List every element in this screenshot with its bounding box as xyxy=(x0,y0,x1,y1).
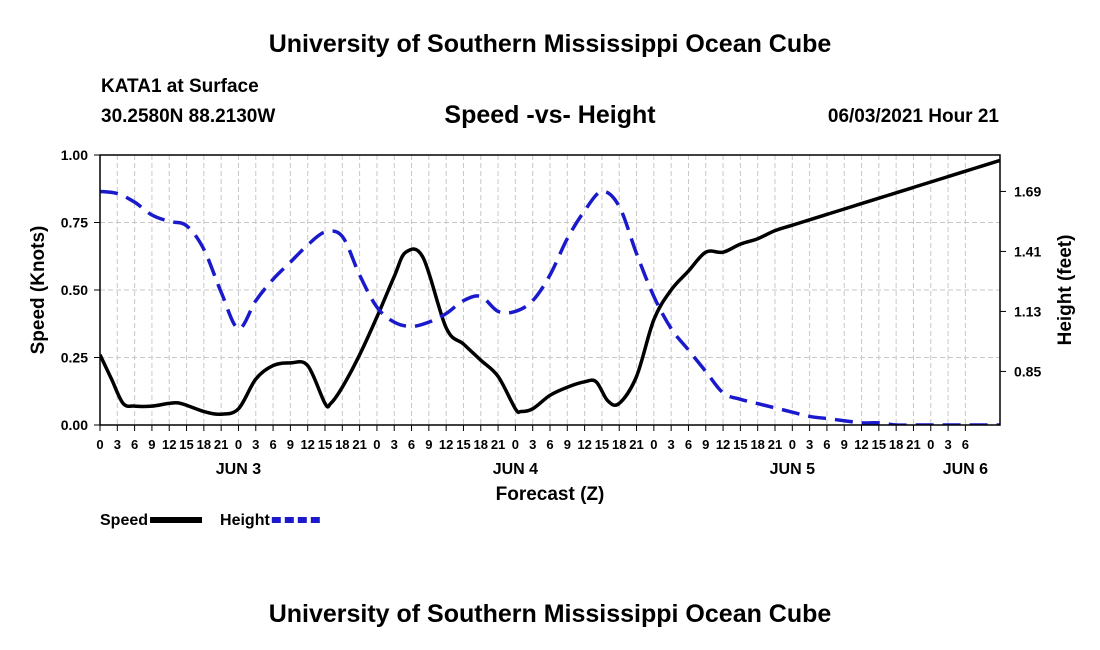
x-tick-label: 3 xyxy=(114,437,121,452)
x-tick-label: 9 xyxy=(702,437,709,452)
x-tick-label: 12 xyxy=(577,437,591,452)
x-tick-label: 0 xyxy=(96,437,103,452)
x-tick-label: 9 xyxy=(148,437,155,452)
y-right-tick-label: 1.13 xyxy=(1014,303,1041,319)
y-right-tick-label: 1.41 xyxy=(1014,243,1041,259)
x-tick-label: 18 xyxy=(474,437,488,452)
x-tick-label: 0 xyxy=(235,437,242,452)
x-tick-label: 18 xyxy=(335,437,349,452)
x-tick-label: 21 xyxy=(491,437,505,452)
x-tick-label: 6 xyxy=(269,437,276,452)
x-tick-label: 12 xyxy=(716,437,730,452)
x-tick-label: 6 xyxy=(546,437,553,452)
y-left-axis-title: Speed (Knots) xyxy=(28,226,49,355)
x-tick-label: 12 xyxy=(300,437,314,452)
y-left-tick-label: 0.00 xyxy=(61,417,88,433)
x-tick-label: 18 xyxy=(750,437,764,452)
y-right-tick-label: 1.69 xyxy=(1014,183,1041,199)
x-tick-label: 21 xyxy=(352,437,366,452)
x-tick-label: 18 xyxy=(612,437,626,452)
x-tick-label: 9 xyxy=(425,437,432,452)
station-coordinates: 30.2580N 88.2130W xyxy=(101,106,276,127)
x-tick-label: 21 xyxy=(214,437,228,452)
x-tick-label: 12 xyxy=(162,437,176,452)
x-tick-label: 3 xyxy=(391,437,398,452)
x-tick-label: 9 xyxy=(287,437,294,452)
y-right-tick-label: 0.85 xyxy=(1014,363,1041,379)
station-label: KATA1 at Surface xyxy=(101,76,259,97)
x-tick-label: 21 xyxy=(629,437,643,452)
series-line-height xyxy=(100,189,1000,425)
x-tick-label: 3 xyxy=(529,437,536,452)
x-tick-label: 9 xyxy=(564,437,571,452)
x-tick-label: 15 xyxy=(456,437,470,452)
x-tick-label: 6 xyxy=(962,437,969,452)
day-label: JUN 5 xyxy=(770,461,815,478)
x-tick-label: 21 xyxy=(906,437,920,452)
x-tick-label: 3 xyxy=(668,437,675,452)
x-tick-label: 15 xyxy=(733,437,747,452)
x-tick-label: 3 xyxy=(944,437,951,452)
x-tick-label: 12 xyxy=(854,437,868,452)
x-tick-label: 3 xyxy=(806,437,813,452)
x-tick-label: 0 xyxy=(512,437,519,452)
x-tick-label: 6 xyxy=(408,437,415,452)
x-tick-label: 0 xyxy=(650,437,657,452)
day-label: JUN 3 xyxy=(216,461,261,478)
x-tick-label: 3 xyxy=(252,437,259,452)
page-title: University of Southern Mississippi Ocean… xyxy=(268,30,832,58)
x-tick-label: 6 xyxy=(823,437,830,452)
x-tick-label: 18 xyxy=(889,437,903,452)
chart-subtitle: Speed -vs- Height xyxy=(444,101,656,129)
x-axis-title: Forecast (Z) xyxy=(496,484,605,505)
x-tick-label: 15 xyxy=(179,437,193,452)
y-right-axis-title: Height (feet) xyxy=(1055,235,1076,346)
legend-label-height: Height xyxy=(220,512,270,529)
x-tick-label: 9 xyxy=(841,437,848,452)
series-layer xyxy=(100,158,1000,425)
y-left-tick-label: 0.50 xyxy=(61,282,88,298)
footer-title: University of Southern Mississippi Ocean… xyxy=(268,600,832,628)
x-tick-label: 0 xyxy=(789,437,796,452)
x-tick-label: 15 xyxy=(595,437,609,452)
y-left-tick-label: 0.75 xyxy=(61,215,88,231)
x-tick-label: 21 xyxy=(768,437,782,452)
legend-label-speed: Speed xyxy=(100,512,148,529)
x-tick-label: 0 xyxy=(927,437,934,452)
x-tick-label: 15 xyxy=(872,437,886,452)
x-tick-label: 15 xyxy=(318,437,332,452)
grid xyxy=(100,155,1000,425)
axes: 0 3 6 9 12 15 18 21 0 3 6 9 12 15 18 21 0 3 6 9 12 15 18 21 0 3 6 9… xyxy=(28,147,1076,505)
day-label: JUN 4 xyxy=(493,461,538,478)
forecast-datetime: 06/03/2021 Hour 21 xyxy=(827,106,999,127)
day-label: JUN 6 xyxy=(943,461,988,478)
x-tick-label: 6 xyxy=(685,437,692,452)
x-tick-label: 6 xyxy=(131,437,138,452)
legend: Speed Height xyxy=(100,512,324,529)
x-tick-label: 0 xyxy=(373,437,380,452)
x-tick-label: 12 xyxy=(439,437,453,452)
y-left-tick-label: 1.00 xyxy=(61,147,88,163)
y-left-tick-label: 0.25 xyxy=(61,350,88,366)
series-line-speed xyxy=(100,158,1000,417)
x-tick-label: 18 xyxy=(197,437,211,452)
